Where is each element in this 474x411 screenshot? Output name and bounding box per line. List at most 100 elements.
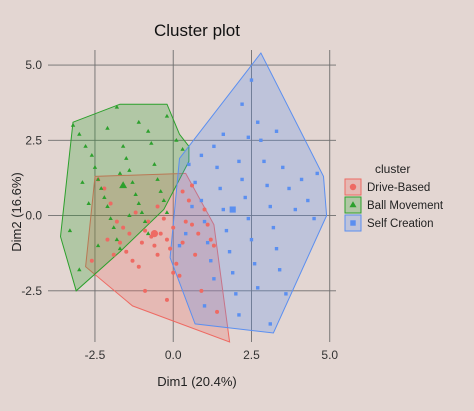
point-drive-based: [111, 252, 116, 257]
point-drive-based: [174, 261, 179, 266]
point-self-creation: [215, 165, 219, 170]
point-ball-movement: [86, 201, 91, 205]
point-drive-based: [118, 240, 122, 245]
point-self-creation: [306, 198, 310, 203]
x-tick-label: 2.5: [243, 348, 260, 362]
point-drive-based: [183, 219, 188, 224]
point-self-creation: [218, 186, 222, 191]
point-drive-based: [171, 225, 176, 230]
point-self-creation: [193, 180, 197, 185]
point-ball-movement: [114, 104, 120, 109]
point-ball-movement: [95, 243, 101, 248]
point-drive-based: [208, 237, 213, 242]
point-ball-movement: [108, 216, 113, 221]
legend-items: Drive-Based Ball Movement Self Creation: [344, 178, 444, 232]
point-self-creation: [234, 292, 238, 296]
point-self-creation: [227, 249, 232, 254]
point-ball-movement: [174, 137, 179, 142]
point-self-creation: [237, 159, 241, 164]
point-drive-based: [143, 228, 148, 233]
x-tick-label: 5.0: [321, 348, 338, 362]
y-tick-label: 2.5: [25, 133, 42, 147]
point-ball-movement: [102, 195, 107, 199]
point-self-creation: [224, 228, 229, 233]
point-ball-movement: [117, 246, 123, 251]
point-drive-based: [168, 246, 173, 251]
legend-label-ball-movement: Ball Movement: [367, 200, 444, 212]
point-self-creation: [240, 102, 244, 106]
point-drive-based: [136, 264, 141, 269]
point-ball-movement: [124, 156, 129, 160]
point-drive-based: [158, 231, 163, 236]
point-self-creation: [268, 204, 272, 209]
y-tick-label: 0.0: [25, 209, 42, 223]
point-ball-movement: [80, 180, 85, 184]
point-self-creation: [199, 198, 204, 203]
legend-marker-drive-based: [349, 183, 357, 191]
point-self-creation: [281, 165, 285, 170]
point-ball-movement: [77, 131, 82, 136]
point-self-creation: [177, 243, 182, 248]
point-self-creation: [202, 219, 207, 224]
point-drive-based: [180, 189, 185, 194]
point-ball-movement: [117, 171, 123, 175]
point-self-creation: [202, 304, 207, 308]
point-self-creation: [199, 153, 204, 158]
point-self-creation: [252, 262, 257, 266]
centroid-ball-movement: [119, 181, 128, 189]
chart-title: Cluster plot: [154, 21, 240, 40]
point-self-creation: [299, 177, 304, 182]
point-ball-movement: [127, 213, 132, 218]
point-ball-movement: [161, 198, 167, 202]
point-drive-based: [196, 231, 201, 236]
point-ball-movement: [67, 228, 73, 233]
point-self-creation: [209, 259, 213, 263]
point-drive-based: [211, 243, 216, 248]
point-drive-based: [171, 270, 176, 275]
point-drive-based: [164, 237, 169, 242]
point-self-creation: [315, 171, 319, 176]
point-drive-based: [124, 249, 129, 254]
point-ball-movement: [111, 225, 116, 230]
legend-title: cluster: [375, 162, 410, 176]
point-self-creation: [221, 132, 226, 136]
point-drive-based: [121, 225, 126, 230]
point-self-creation: [256, 120, 260, 124]
legend-label-drive-based: Drive-Based: [367, 182, 430, 194]
hull-self-creation: [169, 52, 328, 334]
point-layer: [67, 78, 319, 326]
centroid-self-creation: [229, 206, 236, 213]
point-ball-movement: [155, 177, 160, 181]
point-self-creation: [265, 183, 269, 188]
point-self-creation: [256, 286, 260, 290]
point-ball-movement: [152, 162, 157, 166]
point-self-creation: [212, 277, 216, 281]
point-drive-based: [108, 201, 113, 206]
point-self-creation: [262, 159, 266, 164]
x-tick-label: 0.0: [165, 348, 182, 362]
point-drive-based: [114, 219, 119, 224]
point-ball-movement: [136, 201, 141, 205]
point-self-creation: [312, 216, 316, 221]
hull-layer: [59, 52, 328, 343]
point-self-creation: [271, 225, 276, 230]
point-drive-based: [215, 309, 220, 314]
point-ball-movement: [139, 210, 145, 215]
point-drive-based: [199, 288, 204, 293]
point-ball-movement: [180, 146, 185, 151]
point-drive-based: [105, 237, 110, 242]
point-drive-based: [130, 258, 135, 263]
point-drive-based: [190, 222, 194, 227]
legend: cluster Drive-Based Ball Movement Self Cre…: [344, 162, 444, 232]
point-drive-based: [89, 258, 94, 263]
point-self-creation: [237, 313, 241, 317]
point-ball-movement: [83, 143, 88, 148]
legend-marker-ball-movement: [349, 201, 357, 208]
point-ball-movement: [70, 122, 76, 127]
point-drive-based: [146, 219, 151, 224]
point-self-creation: [274, 246, 279, 251]
point-drive-based: [139, 240, 144, 245]
point-ball-movement: [105, 125, 110, 130]
